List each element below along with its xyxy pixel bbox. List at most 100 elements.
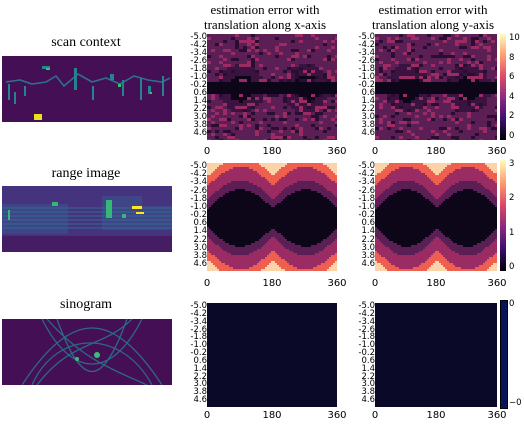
colorbar-tick-label: 0 (509, 131, 515, 141)
y-tick-label: -3.4 (190, 177, 207, 188)
x-tick-label: 180 (262, 278, 282, 289)
y-tick-label: 0.6 (361, 218, 375, 229)
y-tick-label: -2.6 (190, 324, 207, 335)
colorbar-range-image (500, 160, 506, 271)
colorbar-tick-label: 1 (509, 227, 515, 238)
colorbar-sinogram (500, 300, 508, 409)
col-title-y-line1: estimation error with (378, 2, 488, 17)
y-tick-label: 4.6 (361, 395, 375, 405)
y-tick-label: -4.2 (358, 40, 375, 50)
y-tick-label: 2.2 (193, 234, 207, 245)
y-tick-label: -1.0 (190, 72, 207, 82)
y-tick-label: -1.0 (358, 201, 375, 212)
y-tick-label: 2.2 (193, 371, 207, 382)
x-tick-label: 0 (371, 146, 379, 157)
colorbar-tick-label: 8 (509, 52, 515, 63)
y-tick-label: 3.8 (361, 387, 375, 398)
y-tick-label: 3.0 (193, 242, 207, 253)
y-tick-label: -2.6 (358, 324, 375, 335)
y-tick-label: -3.4 (358, 177, 375, 188)
colorbar-tick-label: 2 (509, 193, 515, 204)
y-tick-label: 1.4 (361, 363, 375, 374)
x-tick-label: 360 (327, 278, 347, 289)
y-tick-label: 2.2 (193, 104, 207, 114)
y-tick-label: 3.0 (193, 379, 207, 390)
x-tick-label: 360 (327, 410, 347, 421)
x-tick-label: 0 (371, 410, 379, 421)
y-tick-label: 3.8 (193, 250, 207, 261)
x-tick-label: 360 (487, 278, 507, 289)
colorbar-tick-label: 2 (509, 111, 515, 122)
y-tick-label: -3.4 (358, 48, 375, 58)
x-tick-label: 0 (203, 410, 211, 421)
x-tick-label: 0 (203, 146, 211, 157)
col-title-x-line2: translation along x-axis (203, 17, 327, 32)
y-tick-label: -3.4 (358, 316, 375, 327)
y-tick-label: 1.4 (193, 96, 207, 106)
y-tick-label: -0.2 (190, 80, 207, 90)
colorbar-tick-label: 0 (509, 299, 515, 309)
y-tick-label: 0.6 (193, 218, 207, 229)
y-tick-label: -4.2 (358, 308, 375, 319)
y-tick-label: -5.0 (190, 161, 207, 171)
y-tick-label: -2.6 (190, 185, 207, 196)
y-tick-label: -1.0 (190, 201, 207, 212)
y-tick-label: 3.8 (361, 250, 375, 261)
row-title-scan-context: scan context (51, 35, 121, 50)
y-tick-label: 1.4 (193, 226, 207, 237)
y-tick-label: 3.8 (193, 387, 207, 398)
x-tick-label: 180 (262, 146, 282, 157)
col-title-y-line2: translation along y-axis (371, 17, 495, 32)
row-title-range-image: range image (51, 166, 121, 181)
y-tick-label: 0.6 (361, 355, 375, 366)
y-tick-label: -1.8 (190, 332, 207, 343)
y-tick-label: 4.6 (361, 259, 375, 269)
y-tick-label: -1.8 (358, 64, 375, 74)
y-tick-label: 1.4 (361, 96, 375, 106)
y-tick-label: 4.6 (193, 128, 207, 138)
y-tick-label: 1.4 (193, 363, 207, 374)
y-tick-label: 4.6 (193, 259, 207, 269)
y-tick-label: 3.0 (361, 379, 375, 390)
x-tick-label: 180 (426, 410, 446, 421)
colorbar-tick-label: −0 (509, 398, 522, 408)
y-tick-label: -3.4 (190, 48, 207, 58)
y-tick-label: 3.0 (193, 112, 207, 122)
y-tick-label: 2.2 (361, 104, 375, 114)
y-tick-label: 4.6 (361, 128, 375, 138)
y-tick-label: -1.8 (358, 193, 375, 204)
x-tick-label: 180 (426, 278, 446, 289)
sinogram-image (2, 319, 172, 385)
x-tick-label: 0 (203, 278, 211, 289)
y-tick-label: -0.2 (358, 348, 375, 358)
colorbar-tick-label: 4 (509, 91, 515, 102)
colorbar-tick-label: 6 (509, 72, 515, 83)
y-tick-label: -1.0 (358, 72, 375, 82)
x-tick-label: 360 (487, 410, 507, 421)
y-tick-label: -1.8 (190, 193, 207, 204)
range-image (2, 186, 172, 252)
y-tick-label: -5.0 (190, 301, 207, 311)
y-tick-label: -4.2 (358, 169, 375, 180)
colorbar-scan-context (500, 34, 506, 140)
y-tick-label: 0.6 (193, 88, 207, 98)
heatmap-sinogram-x (207, 303, 337, 407)
y-tick-label: 3.0 (361, 242, 375, 253)
x-tick-label: 360 (327, 146, 347, 157)
heatmap-range-image-y (375, 163, 497, 271)
colorbar-tick-label: 0 (509, 262, 515, 272)
heatmap-scan-context-x (207, 34, 337, 140)
x-tick-label: 360 (487, 146, 507, 157)
x-tick-label: 0 (371, 278, 379, 289)
y-tick-label: 3.0 (361, 112, 375, 122)
y-tick-label: 1.4 (361, 226, 375, 237)
y-tick-label: -5.0 (190, 32, 207, 42)
heatmap-range-image-x (207, 163, 337, 271)
y-tick-label: 0.6 (193, 355, 207, 366)
y-tick-label: -3.4 (190, 316, 207, 327)
y-tick-label: 3.8 (361, 120, 375, 130)
col-title-x-line1: estimation error with (210, 2, 320, 17)
y-tick-label: -5.0 (358, 161, 375, 171)
y-tick-label: -1.0 (190, 340, 207, 351)
y-tick-label: 0.6 (361, 88, 375, 98)
